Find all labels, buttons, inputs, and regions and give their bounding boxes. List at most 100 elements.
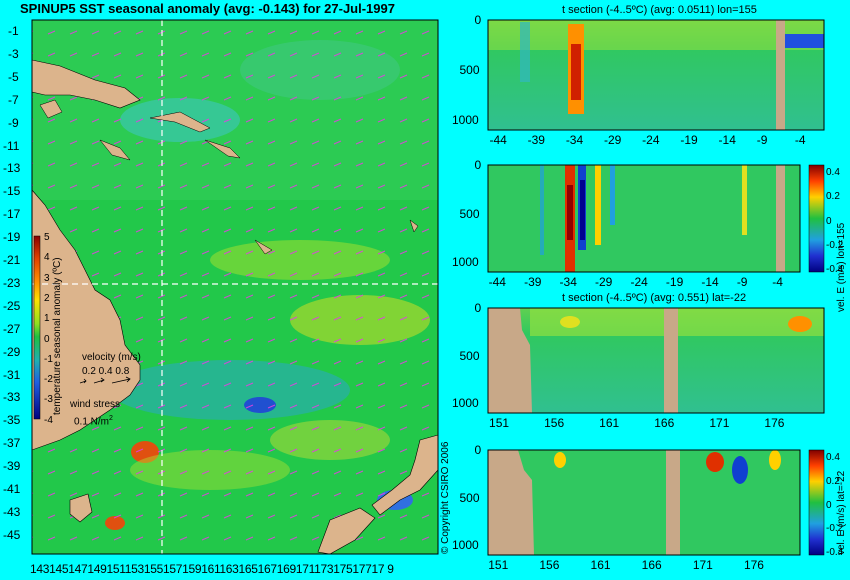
panel2-x-tick: -44	[488, 275, 506, 289]
panel4-cbar-tick: 0.2	[826, 475, 840, 487]
lat-tick-label: -19	[3, 230, 21, 245]
sst-colorbar	[33, 235, 41, 420]
panel3-x-tick: 156	[544, 416, 565, 430]
panel4-cbar-label: vel. E (m/s) lat=-22	[836, 470, 847, 555]
panel2-cbar-label: vel. E (m/s) lon=155	[836, 222, 847, 312]
lat-tick-label: -3	[8, 46, 19, 61]
panel4-x-tick: 176	[743, 558, 764, 572]
sst-colorbar-tick: -2	[44, 374, 53, 386]
panel1-x-tick: -9	[756, 133, 768, 147]
lat-tick-label: -7	[8, 92, 19, 107]
copyright-text: © Copyright CSIRO 2006	[440, 441, 451, 554]
panel4-cbar-tick: -0.2	[826, 523, 844, 535]
panel3-x-tick: 151	[489, 416, 510, 430]
panel1-x-tick: -34	[565, 133, 584, 147]
panel4-x-tick: 156	[539, 558, 560, 572]
sst-colorbar-tick: 5	[44, 232, 50, 243]
panel1-y-tick: 0	[474, 13, 482, 27]
panel4-plot	[487, 449, 825, 556]
panel4-y-tick: 0	[474, 443, 482, 457]
panel1-x-tick: -44	[489, 133, 507, 147]
wind-stress-value: 0.1 N/m2	[74, 415, 113, 428]
panel3-plot	[487, 307, 825, 414]
lat-tick-label: -1	[8, 24, 19, 38]
panel3-title: t section (-4..5ºC) (avg: 0.551) lat=-22	[562, 292, 747, 304]
tasmania-landmass	[69, 493, 93, 523]
panel4-cbar-tick: -0.4	[826, 547, 844, 558]
lat-tick-label: -9	[8, 115, 19, 130]
panel2-x-tick: -14	[701, 275, 719, 289]
panel4-cbar-tick: 0.4	[826, 452, 840, 463]
panel2-x-tick: -24	[630, 275, 648, 289]
panel1-x-tick: -19	[680, 133, 698, 147]
panel2-x-tick: -19	[665, 275, 684, 289]
sst-colorbar-tick: 2	[44, 292, 50, 304]
lat-tick-label: -35	[3, 413, 21, 428]
panel2-colorbar	[808, 164, 825, 273]
panel1-x-tick: -39	[527, 133, 545, 147]
wind-stress-label: wind stress	[70, 399, 121, 410]
panel4-x-tick: 151	[488, 558, 509, 572]
main-title: SPINUP5 SST seasonal anomaly (avg: -0.14…	[20, 1, 395, 16]
panel3-y-tick: 500	[459, 348, 480, 363]
panel3-x-tick: 176	[764, 416, 785, 430]
panel2-cbar-tick: 0	[826, 215, 832, 227]
sst-colorbar-tick: -4	[44, 414, 53, 426]
panel4-x-tick: 171	[692, 558, 713, 572]
panel1-y-tick: 500	[459, 63, 480, 77]
lat-tick-label: -41	[3, 482, 21, 496]
panel2-plot	[487, 164, 825, 273]
lat-tick-label: -11	[3, 138, 20, 153]
panel1-x-tick: -29	[604, 133, 622, 147]
panel1-x-tick: -4	[794, 133, 806, 147]
panel3-x-tick: 166	[654, 416, 675, 430]
sst-colorbar-tick: -1	[44, 353, 53, 365]
lat-tick-label: -45	[3, 527, 21, 542]
velocity-legend-arrows	[79, 376, 131, 384]
panel4-colorbar	[808, 449, 825, 556]
panel2-x-tick: -4	[772, 275, 783, 289]
lat-tick-label: -33	[3, 390, 21, 405]
velocity-legend-label: velocity (m/s)	[82, 352, 141, 363]
australia-landmass	[31, 189, 141, 451]
panel4-x-tick: 166	[641, 558, 662, 572]
panel2-cbar-tick: 0.4	[826, 167, 840, 178]
new-guinea-landmass	[31, 59, 141, 109]
lat-tick-label: -13	[3, 161, 21, 176]
lat-tick-label: -17	[3, 207, 21, 222]
lat-tick-label: -37	[3, 436, 21, 451]
lat-tick-label: -27	[3, 321, 21, 336]
panel1-y-tick: 1000	[452, 113, 479, 127]
panel3-y-tick: 1000	[452, 396, 479, 411]
panel1-plot	[487, 19, 825, 131]
lat-tick-label: -15	[3, 184, 21, 199]
panel3-x-tick: 171	[709, 416, 730, 430]
new-zealand-south-landmass	[317, 507, 376, 555]
panel2-cbar-tick: -0.4	[826, 264, 844, 275]
velocity-legend-ticks: 0.2 0.4 0.8	[82, 366, 130, 377]
panel3-y-tick: 0	[474, 301, 482, 315]
panel3-x-tick: 161	[599, 416, 620, 430]
lat-tick-label: -31	[3, 367, 21, 382]
panel2-x-tick: -34	[559, 275, 577, 289]
panel2-y-tick: 500	[459, 206, 480, 221]
panel1-x-tick: -14	[718, 133, 736, 147]
panel4-x-tick: 161	[590, 558, 611, 572]
lon-tick-labels: 1431451471491511531551571591611631651671…	[30, 562, 394, 576]
lat-tick-label: -29	[3, 344, 21, 359]
panel4-y-tick: 1000	[452, 538, 479, 553]
panel2-y-tick: 0	[474, 158, 482, 172]
panel2-x-tick: -39	[524, 275, 542, 289]
panel4-y-tick: 500	[459, 490, 480, 505]
lat-tick-label: -5	[8, 69, 19, 84]
lat-tick-label: -43	[3, 504, 21, 519]
sst-colorbar-label: temperature seasonal anomaly (ºC)	[52, 257, 63, 415]
panel4-cbar-tick: 0	[826, 499, 832, 511]
panel2-cbar-tick: 0.2	[826, 191, 840, 203]
lat-tick-label: -25	[3, 298, 21, 313]
lat-tick-label: -23	[3, 275, 21, 290]
panel2-x-tick: -9	[736, 275, 748, 289]
lat-tick-label: -21	[3, 253, 21, 267]
panel2-x-tick: -29	[595, 275, 613, 289]
